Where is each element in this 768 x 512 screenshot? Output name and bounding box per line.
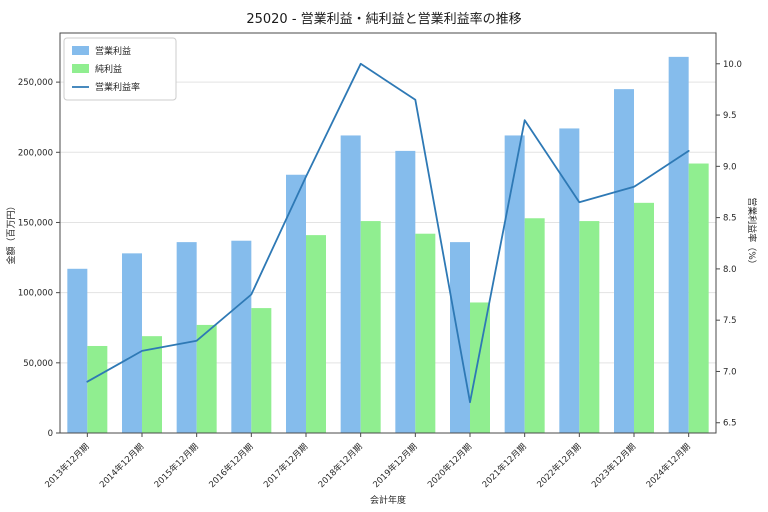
- bar-純利益-2015年12月期: [196, 324, 217, 433]
- y-right-tick-label: 7.5: [723, 316, 737, 326]
- bar-純利益-2017年12月期: [306, 235, 326, 433]
- bar-営業利益-2019年12月期: [395, 150, 416, 434]
- y-right-tick-label: 8.0: [723, 265, 737, 275]
- x-tick-label: 2018年12月期: [316, 441, 365, 490]
- y-left-tick-label: 250,000: [18, 78, 53, 88]
- bar-営業利益-2024年12月期: [668, 56, 689, 433]
- x-tick-label: 2017年12月期: [261, 441, 310, 490]
- bar-営業利益-2013年12月期: [67, 268, 88, 433]
- bar-純利益-2013年12月期: [87, 345, 108, 433]
- y-left-tick-label: 200,000: [18, 148, 53, 158]
- chart-title: 25020 - 営業利益・純利益と営業利益率の推移: [246, 12, 522, 27]
- legend-box: [63, 37, 177, 101]
- x-tick-label: 2019年12月期: [371, 441, 420, 490]
- y-right-tick-label: 10.0: [723, 60, 742, 70]
- y-left-tick-label: 100,000: [18, 289, 53, 299]
- legend-label-純利益: 純利益: [95, 63, 122, 75]
- y-right-tick-label: 8.5: [723, 214, 737, 224]
- x-tick-label: 2013年12月期: [43, 441, 92, 490]
- bar-series: [67, 56, 709, 434]
- bar-純利益-2023年12月期: [634, 202, 654, 433]
- legend-swatch-営業利益: [72, 46, 89, 55]
- y-right-tick-label: 6.5: [723, 419, 737, 429]
- bar-純利益-2022年12月期: [579, 221, 600, 433]
- bar-営業利益-2017年12月期: [286, 174, 306, 433]
- x-tick-label: 2024年12月期: [644, 441, 693, 490]
- x-tick-label: 2016年12月期: [207, 441, 256, 490]
- y-right-tick-label: 7.0: [723, 367, 737, 377]
- y-left-axis-title: 金額（百万円）: [5, 201, 17, 264]
- y-right-tick-label: 9.5: [723, 111, 737, 121]
- bar-営業利益-2020年12月期: [450, 242, 470, 433]
- bar-純利益-2019年12月期: [415, 233, 436, 433]
- bar-純利益-2014年12月期: [142, 336, 162, 433]
- bar-営業利益-2022年12月期: [559, 128, 580, 433]
- y-right-axis-title: 営業利益率（%）: [746, 197, 758, 269]
- bar-純利益-2016年12月期: [251, 308, 272, 433]
- bar-営業利益-2018年12月期: [340, 135, 361, 433]
- y-left-tick-label: 150,000: [18, 218, 53, 228]
- y-left-tick-label: 50,000: [23, 359, 53, 369]
- legend-swatch-純利益: [72, 64, 89, 73]
- bar-営業利益-2023年12月期: [614, 89, 634, 433]
- bar-営業利益-2014年12月期: [122, 253, 142, 433]
- legend-label-営業利益: 営業利益: [95, 45, 131, 57]
- bar-純利益-2020年12月期: [470, 302, 490, 433]
- x-tick-label: 2021年12月期: [480, 441, 529, 490]
- bar-営業利益-2015年12月期: [176, 242, 197, 433]
- x-tick-label: 2022年12月期: [535, 441, 584, 490]
- y-right-tick-label: 9.0: [723, 162, 737, 172]
- line-営業利益率: [86, 62, 690, 404]
- legend-label-営業利益率: 営業利益率: [95, 81, 140, 93]
- bar-純利益-2024年12月期: [688, 163, 709, 434]
- x-axis-title: 会計年度: [370, 494, 406, 506]
- y-left-tick-label: 0: [48, 429, 53, 439]
- x-tick-label: 2015年12月期: [152, 441, 201, 490]
- bar-純利益-2021年12月期: [524, 218, 545, 433]
- bar-営業利益-2016年12月期: [231, 240, 252, 433]
- x-tick-label: 2020年12月期: [425, 441, 474, 490]
- bar-純利益-2018年12月期: [360, 221, 381, 433]
- plot-border: [59, 32, 717, 434]
- bar-営業利益-2021年12月期: [504, 135, 525, 433]
- x-tick-label: 2014年12月期: [97, 441, 146, 490]
- x-tick-label: 2023年12月期: [589, 441, 638, 490]
